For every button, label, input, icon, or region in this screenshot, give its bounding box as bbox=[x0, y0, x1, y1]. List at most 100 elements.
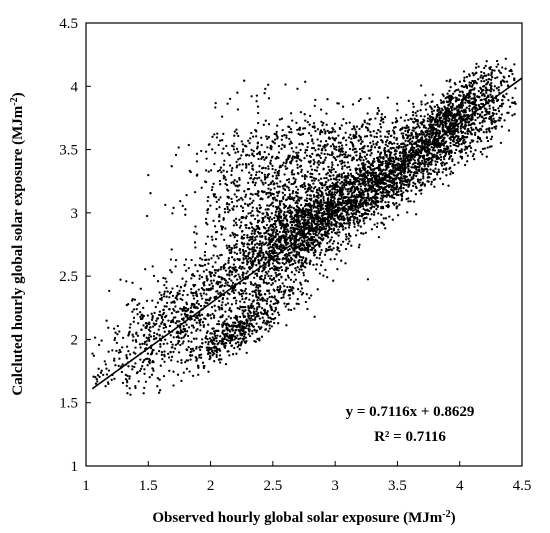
data-point bbox=[133, 365, 136, 369]
data-point bbox=[170, 355, 174, 358]
data-point bbox=[304, 259, 307, 262]
data-point bbox=[276, 124, 279, 127]
data-point bbox=[358, 190, 361, 193]
data-point bbox=[217, 322, 221, 326]
data-point bbox=[380, 194, 383, 197]
data-point bbox=[257, 269, 260, 273]
data-point bbox=[364, 201, 368, 204]
data-point bbox=[213, 133, 216, 136]
data-point bbox=[405, 175, 408, 178]
data-point bbox=[356, 188, 359, 191]
data-point bbox=[437, 170, 441, 174]
data-point bbox=[384, 162, 387, 165]
data-point bbox=[140, 313, 143, 317]
data-point bbox=[392, 193, 395, 196]
data-point bbox=[279, 216, 283, 219]
data-point bbox=[473, 114, 477, 117]
data-point bbox=[174, 296, 177, 300]
data-point bbox=[302, 226, 305, 229]
data-point bbox=[395, 191, 399, 194]
data-point bbox=[277, 313, 281, 317]
data-point bbox=[294, 201, 297, 205]
data-point bbox=[288, 285, 292, 289]
data-point bbox=[288, 297, 292, 300]
data-point bbox=[276, 267, 279, 270]
data-point bbox=[357, 173, 360, 176]
data-point bbox=[242, 292, 245, 295]
data-point bbox=[183, 263, 186, 267]
data-point bbox=[381, 162, 384, 165]
data-point bbox=[405, 183, 408, 187]
data-point bbox=[264, 258, 267, 261]
data-point bbox=[352, 219, 355, 222]
data-point bbox=[198, 277, 201, 280]
data-point bbox=[451, 135, 455, 139]
data-point bbox=[460, 155, 464, 159]
data-point bbox=[270, 325, 273, 328]
data-point bbox=[177, 310, 180, 313]
data-point bbox=[269, 316, 272, 319]
data-point bbox=[305, 262, 308, 265]
data-point bbox=[137, 380, 140, 383]
data-point bbox=[193, 241, 197, 244]
data-point bbox=[393, 196, 396, 200]
data-point bbox=[228, 249, 231, 252]
data-point bbox=[232, 205, 236, 208]
data-point bbox=[190, 331, 193, 334]
data-point bbox=[282, 244, 285, 247]
data-point bbox=[513, 101, 516, 104]
data-point bbox=[100, 369, 103, 372]
data-point bbox=[187, 326, 191, 329]
data-point bbox=[196, 299, 199, 303]
data-point bbox=[165, 286, 168, 290]
data-point bbox=[228, 307, 232, 310]
data-point bbox=[151, 299, 154, 302]
data-point bbox=[319, 208, 322, 212]
data-point bbox=[242, 244, 245, 248]
data-point bbox=[404, 189, 408, 192]
data-point bbox=[108, 289, 111, 293]
data-point bbox=[248, 330, 251, 333]
data-point bbox=[256, 302, 259, 305]
data-point bbox=[282, 293, 285, 296]
data-point bbox=[256, 219, 260, 222]
data-point bbox=[280, 200, 283, 203]
data-point bbox=[434, 167, 437, 170]
data-point bbox=[223, 211, 227, 214]
data-point bbox=[145, 299, 149, 303]
data-point bbox=[371, 182, 374, 185]
data-point bbox=[211, 287, 214, 290]
data-point bbox=[412, 135, 415, 138]
data-point bbox=[321, 186, 324, 190]
data-point bbox=[370, 213, 373, 216]
data-point bbox=[260, 242, 263, 245]
data-point bbox=[479, 113, 482, 116]
data-point bbox=[466, 145, 469, 149]
data-point bbox=[357, 224, 360, 227]
data-point bbox=[248, 202, 252, 206]
data-point bbox=[231, 335, 234, 338]
data-point bbox=[364, 163, 367, 166]
data-point bbox=[330, 227, 333, 231]
data-point bbox=[267, 226, 270, 230]
data-point bbox=[402, 157, 405, 160]
data-point bbox=[228, 334, 231, 337]
data-point bbox=[128, 326, 132, 329]
data-point bbox=[207, 195, 210, 199]
data-point bbox=[125, 303, 128, 307]
data-point bbox=[281, 164, 284, 167]
data-point bbox=[297, 226, 301, 229]
data-point bbox=[514, 87, 517, 90]
data-point bbox=[448, 132, 452, 136]
data-point bbox=[223, 337, 226, 341]
data-point bbox=[234, 342, 238, 345]
data-point bbox=[376, 205, 379, 209]
data-point bbox=[360, 215, 363, 218]
data-point bbox=[210, 338, 213, 342]
data-point bbox=[267, 187, 270, 190]
data-point bbox=[298, 222, 301, 225]
data-point bbox=[284, 205, 288, 208]
data-point bbox=[317, 193, 320, 197]
data-point bbox=[239, 333, 242, 336]
